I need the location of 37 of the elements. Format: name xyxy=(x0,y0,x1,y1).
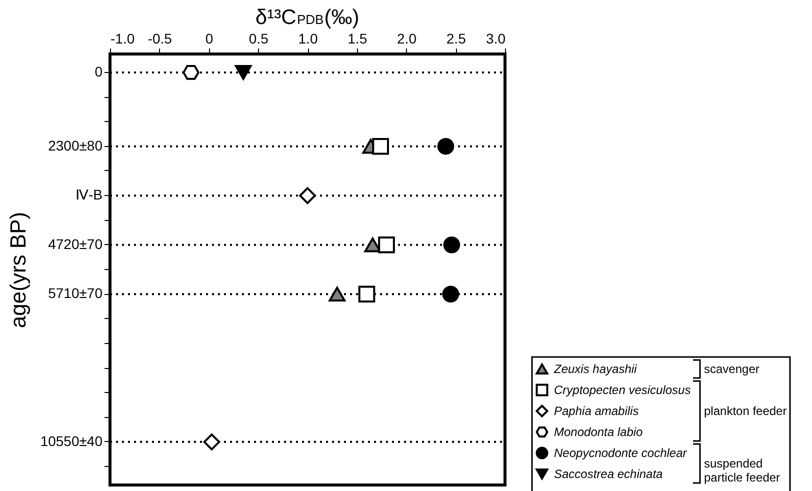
y-tick-label: Ⅳ-B xyxy=(76,186,102,203)
x-tick-label: -1.0 xyxy=(110,30,135,46)
text: suspended particle feeder xyxy=(704,456,780,484)
legend-label: Saccostrea echinata xyxy=(554,467,664,481)
y-tick-label: 10550±40 xyxy=(40,432,103,449)
point xyxy=(442,286,460,303)
x-tick-label: 0.5 xyxy=(248,30,269,46)
y-tick-label: 0 xyxy=(94,63,103,80)
point xyxy=(234,65,252,80)
x-tick-label: 1.5 xyxy=(348,30,368,46)
point xyxy=(328,286,346,302)
text: plankton feeder xyxy=(704,404,787,418)
point xyxy=(378,236,395,254)
x-tick-label: 3.0 xyxy=(486,30,506,46)
legend-label: Paphia amabilis xyxy=(554,404,639,418)
point xyxy=(182,65,200,80)
legend-label: Zeuxis hayashii xyxy=(553,362,638,376)
point xyxy=(203,433,220,450)
x-tick-label: -0.5 xyxy=(148,30,172,46)
x-tick-label: 2.5 xyxy=(446,30,466,46)
point xyxy=(299,187,316,204)
x-tick-label: 2.0 xyxy=(397,30,417,46)
point xyxy=(358,286,376,303)
y-tick-label: 2300±80 xyxy=(48,137,103,154)
text: scavenger xyxy=(704,362,760,376)
legend-label: Cryptopecten vesiculosus xyxy=(554,383,691,397)
point xyxy=(372,138,389,155)
x-tick-label: 1.0 xyxy=(298,30,318,46)
x-tick-label: 0 xyxy=(205,30,214,46)
legend-label: Neopycnodonte cochlear xyxy=(554,446,688,460)
point xyxy=(443,236,460,254)
y-tick-label: 5710±70 xyxy=(48,285,103,302)
y-tick-label: 4720±70 xyxy=(48,236,103,252)
point xyxy=(437,138,454,155)
x-axis-title: δ¹³CPDB(‰) xyxy=(255,6,360,29)
y-axis-title: age(yrs BP) xyxy=(5,212,30,328)
legend-label: Monodonta labio xyxy=(554,425,644,439)
